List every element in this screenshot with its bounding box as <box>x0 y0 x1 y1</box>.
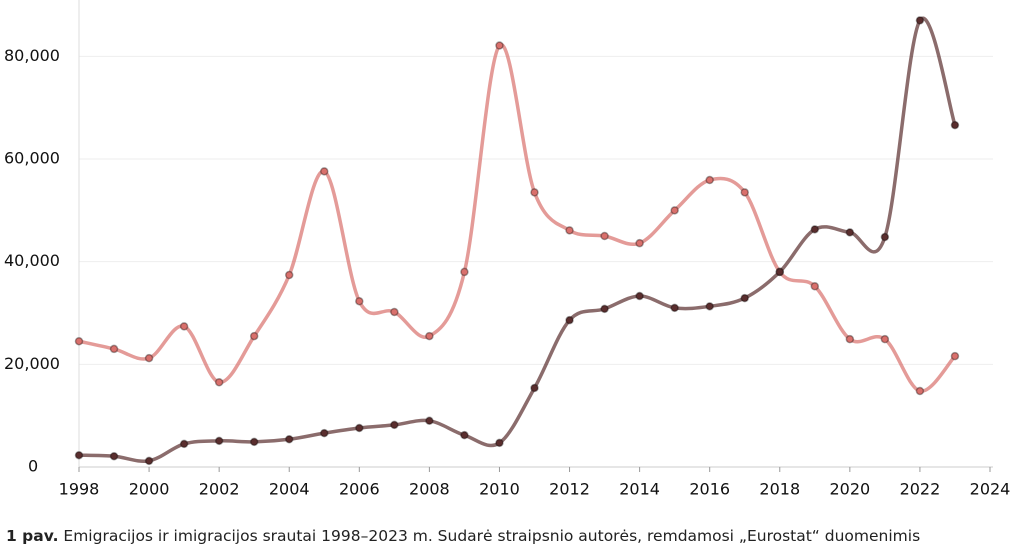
y-tick-label: 40,000 <box>4 251 60 270</box>
data-point <box>425 416 434 426</box>
data-point <box>740 188 749 197</box>
data-point <box>390 420 399 430</box>
x-tick-label: 2008 <box>409 480 450 499</box>
data-point <box>915 16 925 25</box>
y-tick-label: 20,000 <box>4 354 60 373</box>
data-point <box>810 282 820 291</box>
data-point <box>390 307 399 317</box>
data-point <box>950 351 960 361</box>
data-point <box>249 437 259 447</box>
x-tick-label: 2002 <box>199 480 240 499</box>
data-point <box>214 436 224 446</box>
data-point <box>214 378 224 387</box>
caption: 1 pav. Emigracijos ir imigracijos srauta… <box>6 527 920 545</box>
data-point <box>460 430 469 440</box>
data-point <box>460 267 469 277</box>
data-point <box>425 331 434 341</box>
x-tick-label: 2014 <box>619 480 660 499</box>
data-point <box>635 291 644 301</box>
data-point <box>179 439 189 449</box>
x-tick-label: 2000 <box>129 480 170 499</box>
data-point <box>950 120 960 130</box>
data-point <box>845 228 855 237</box>
data-point <box>144 456 154 466</box>
x-tick-label: 2004 <box>269 480 310 499</box>
data-point <box>565 226 574 235</box>
data-point <box>249 331 259 341</box>
x-tick-label: 2020 <box>829 480 870 499</box>
data-point <box>600 304 609 314</box>
y-tick-label: 60,000 <box>4 149 60 168</box>
data-point <box>670 206 679 215</box>
x-tick-label: 2022 <box>900 480 941 499</box>
data-point <box>810 225 820 234</box>
x-tick-label: 2010 <box>479 480 520 499</box>
caption-text: Emigracijos ir imigracijos srautai 1998–… <box>63 527 921 545</box>
data-point <box>880 334 890 344</box>
data-point <box>600 231 609 241</box>
data-point <box>565 315 574 325</box>
x-tick-label: 2016 <box>689 480 730 499</box>
data-point <box>530 383 539 393</box>
data-point <box>880 232 890 242</box>
data-point <box>530 188 539 197</box>
x-tick-label: 2024 <box>970 480 1011 499</box>
series-line <box>77 16 957 464</box>
chart: 0 20,000 40,000 60,000 80,000 1998 2000 2002 200… <box>4 0 1011 499</box>
y-tick-label: 80,000 <box>4 46 60 65</box>
data-point <box>320 167 329 176</box>
y-tick-label: 0 <box>28 457 38 476</box>
data-point <box>355 423 364 433</box>
series-line <box>77 43 957 393</box>
data-point <box>670 303 679 313</box>
data-point <box>74 450 84 460</box>
data-point <box>495 438 504 448</box>
data-point <box>845 334 855 344</box>
data-point <box>740 293 749 303</box>
data-point <box>109 451 119 461</box>
x-tick-label: 2006 <box>339 480 380 499</box>
data-point <box>320 428 329 438</box>
data-point <box>355 296 364 306</box>
data-point <box>109 344 119 354</box>
data-point <box>179 322 189 331</box>
data-point <box>635 238 644 248</box>
caption-label: 1 pav. <box>6 527 59 545</box>
data-point <box>144 353 154 363</box>
data-point <box>284 435 294 444</box>
data-point <box>705 175 714 185</box>
data-point <box>775 267 785 277</box>
x-tick-label: 2018 <box>759 480 800 499</box>
data-point <box>284 270 294 280</box>
data-point <box>74 336 84 346</box>
x-tick-label: 2012 <box>549 480 590 499</box>
data-point <box>495 41 504 50</box>
x-tick-label: 1998 <box>59 480 100 499</box>
data-point <box>915 386 925 396</box>
data-point <box>705 302 714 311</box>
